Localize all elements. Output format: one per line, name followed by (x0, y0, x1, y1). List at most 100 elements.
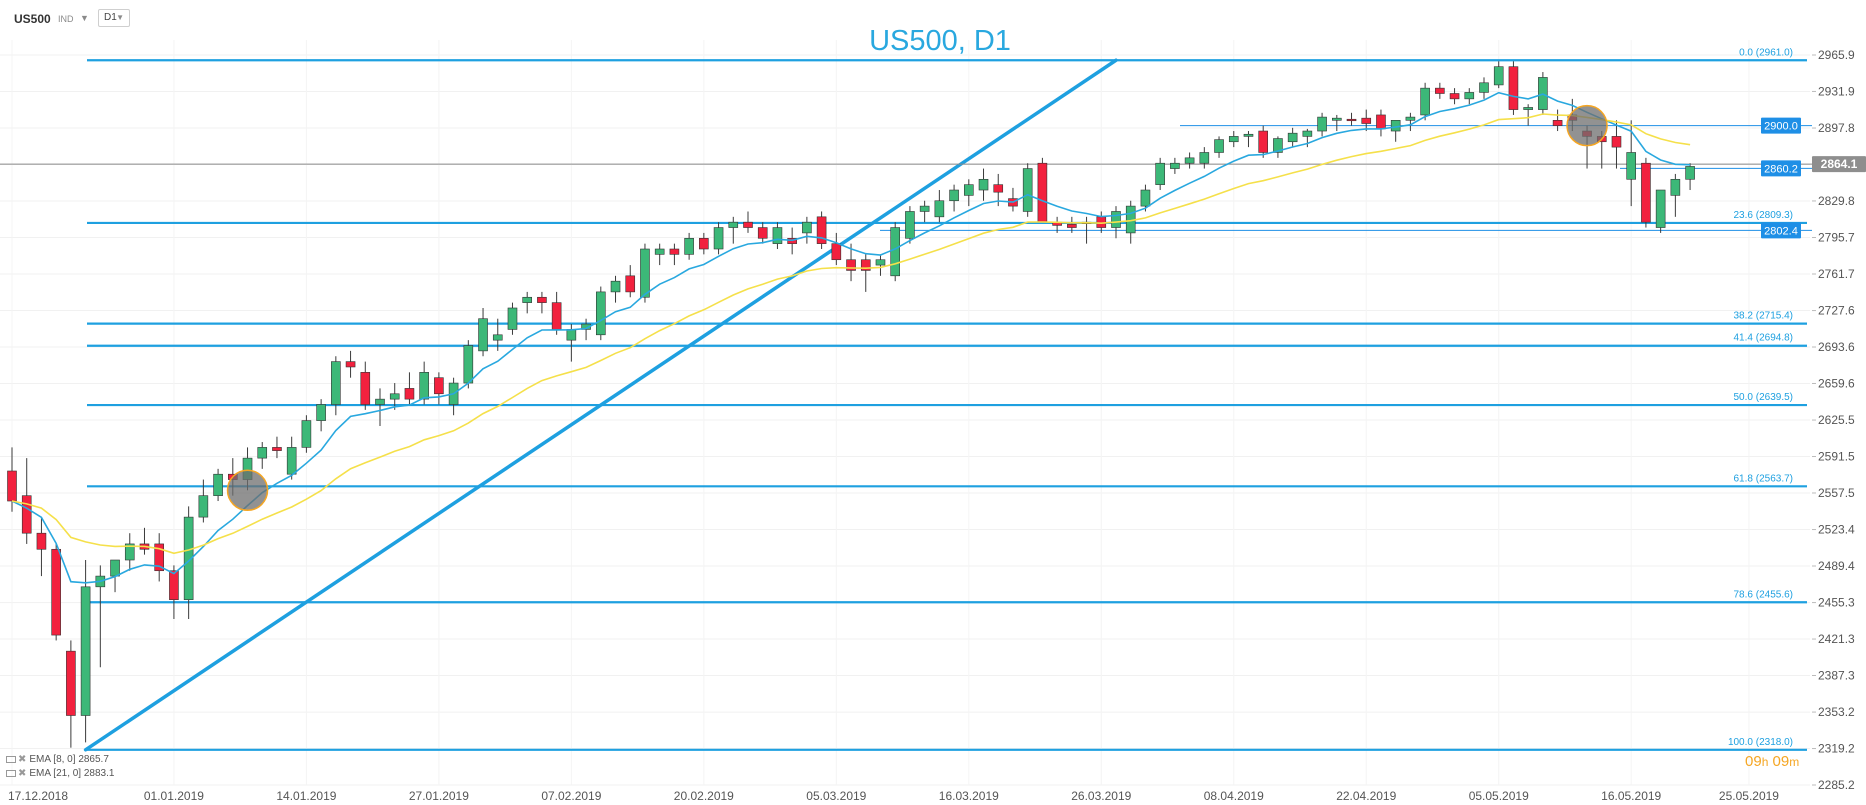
candle (816, 211, 827, 250)
candle-body (1420, 87, 1430, 116)
indicator-value: 2865.7 (78, 754, 109, 765)
candle (404, 372, 415, 405)
current-price-tag (1812, 156, 1866, 173)
indicator-settings-icon[interactable] (6, 756, 16, 763)
x-tick-label: 27.01.2019 (409, 789, 469, 803)
candle-body (331, 361, 341, 405)
candle-body (1390, 120, 1401, 132)
chevron-down-icon: ▼ (116, 13, 124, 22)
ema-layer (11, 91, 1691, 584)
countdown-minutes-unit: m (1789, 755, 1800, 769)
candle-body (316, 404, 326, 421)
countdown-hours: 09 (1745, 753, 1762, 770)
candle-body (301, 420, 312, 448)
candle-body (816, 216, 827, 244)
candle-body (492, 334, 503, 341)
close-icon[interactable]: ✖ (18, 768, 27, 779)
candle (654, 243, 665, 266)
candle (360, 361, 371, 410)
candle (1611, 120, 1622, 169)
candle (1376, 109, 1386, 137)
fib-level-label: 100.0 (2318.0) (1728, 737, 1793, 748)
ema-8-line (11, 91, 1691, 584)
candle (198, 479, 209, 523)
candle-body (1170, 162, 1180, 169)
candle-body (1552, 120, 1563, 126)
candle (905, 206, 915, 244)
candle-body (1258, 130, 1268, 153)
indicator-label: EMA [21, 0] (29, 768, 82, 779)
candle (375, 388, 385, 426)
interval-select[interactable]: D1 ▼ (98, 9, 130, 27)
close-icon[interactable]: ✖ (18, 754, 27, 765)
candle (1479, 77, 1489, 99)
candle-body (434, 377, 444, 395)
y-tick-label: 2795.7 (1818, 231, 1855, 245)
candle (1273, 136, 1283, 158)
x-tick-label: 17.12.2018 (8, 789, 68, 803)
candle-body (404, 388, 415, 400)
candle-body (1641, 162, 1651, 223)
candle (522, 291, 533, 314)
y-tick-label: 2591.5 (1818, 450, 1855, 464)
candle (1655, 189, 1666, 233)
x-tick-label: 08.04.2019 (1204, 789, 1264, 803)
candle (463, 340, 474, 389)
candle-body (1376, 114, 1386, 130)
indicator-legend-ema8[interactable]: ✖ EMA [8, 0] 2865.7 (6, 754, 109, 765)
candle-body (566, 329, 577, 341)
candle-body (1273, 138, 1283, 153)
y-tick-label: 2897.8 (1818, 121, 1855, 135)
candle (183, 506, 194, 619)
candle (949, 184, 959, 212)
highlight-circle (1566, 104, 1608, 147)
candle-body (1067, 224, 1077, 228)
candle-body (1464, 92, 1475, 100)
candle (1405, 112, 1416, 132)
candle (1184, 152, 1195, 169)
candle-body (1287, 132, 1298, 143)
candle-body (1346, 118, 1357, 122)
countdown-hours-unit: h (1761, 755, 1769, 769)
price-level-label: 2860.2 (1764, 163, 1798, 175)
fib-level-label: 38.2 (2715.4) (1734, 311, 1794, 322)
y-tick-label: 2693.6 (1818, 340, 1855, 354)
candle-body (345, 361, 356, 368)
candle (1317, 112, 1327, 137)
fib-level-label: 23.6 (2809.3) (1734, 210, 1794, 221)
x-tick-label: 01.01.2019 (144, 789, 204, 803)
fib-level-label: 0.0 (2961.0) (1739, 47, 1793, 58)
indicator-legend-ema21[interactable]: ✖ EMA [21, 0] 2883.1 (6, 768, 114, 779)
candle (1670, 173, 1681, 217)
y-tick-label: 2727.6 (1818, 304, 1855, 318)
candle (389, 383, 400, 410)
instrument-dropdown-icon[interactable]: ▼ (80, 13, 89, 23)
symbol-label[interactable]: US500 (14, 12, 51, 26)
countdown-minutes: 09 (1772, 753, 1790, 770)
candle-body (7, 470, 17, 502)
candle-body (272, 447, 282, 451)
candle (1287, 127, 1298, 148)
candle-body (257, 447, 268, 459)
candle-body (1214, 139, 1224, 153)
candle (934, 190, 945, 223)
price-level-tag (1761, 222, 1801, 239)
y-tick-label: 2761.7 (1818, 267, 1855, 281)
indicator-settings-icon[interactable] (6, 770, 16, 777)
price-level-tag (1761, 160, 1801, 177)
candle-body (522, 296, 533, 303)
candle-body (360, 372, 371, 405)
trend-line (83, 58, 1118, 752)
candle-body (1361, 117, 1372, 124)
candle (1552, 109, 1563, 132)
candle-body (963, 184, 974, 196)
candles-layer (7, 61, 1695, 748)
candle-body (846, 259, 856, 271)
candle-body (772, 227, 783, 244)
candle (1641, 157, 1651, 228)
candle (1346, 112, 1357, 126)
y-tick-label: 2931.9 (1818, 84, 1855, 98)
candle (743, 211, 753, 233)
candle (1493, 61, 1504, 89)
